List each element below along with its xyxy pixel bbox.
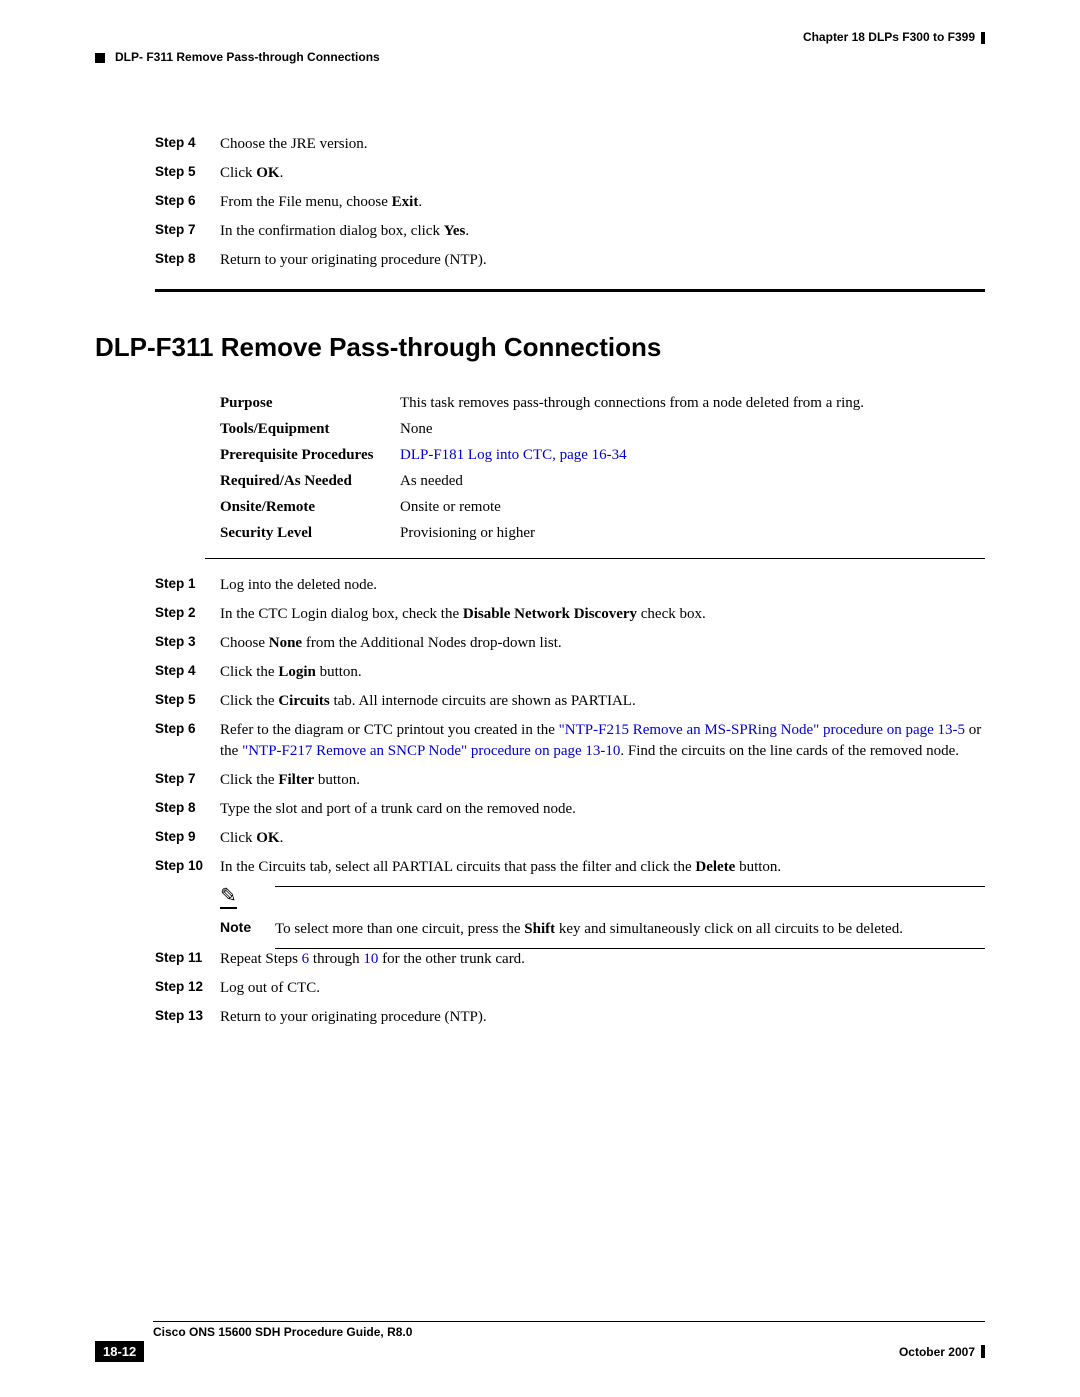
footer: Cisco ONS 15600 SDH Procedure Guide, R8.… — [95, 1321, 985, 1362]
step-text: Click the Filter button. — [220, 770, 985, 791]
step-text: Return to your originating procedure (NT… — [220, 1007, 985, 1028]
step-text: Choose the JRE version. — [220, 134, 985, 155]
top-steps: Step 4Choose the JRE version.Step 5Click… — [155, 134, 985, 271]
info-value: This task removes pass-through connectio… — [400, 393, 985, 414]
step-text: Type the slot and port of a trunk card o… — [220, 799, 985, 820]
step-row: Step 4Click the Login button. — [155, 662, 985, 683]
step-label: Step 1 — [155, 575, 220, 596]
footer-guide: Cisco ONS 15600 SDH Procedure Guide, R8.… — [153, 1325, 412, 1339]
step-label: Step 7 — [155, 770, 220, 791]
step-text: From the File menu, choose Exit. — [220, 192, 985, 213]
info-row: Security LevelProvisioning or higher — [220, 523, 985, 544]
step-label: Step 7 — [155, 221, 220, 242]
step-label: Step 8 — [155, 799, 220, 820]
step-row: Step 13Return to your originating proced… — [155, 1007, 985, 1028]
step-row: Step 11Repeat Steps 6 through 10 for the… — [155, 949, 985, 970]
step-row: Step 5Click the Circuits tab. All intern… — [155, 691, 985, 712]
step-label: Step 12 — [155, 978, 220, 999]
info-value: None — [400, 419, 985, 440]
step-text: Return to your originating procedure (NT… — [220, 250, 985, 271]
step-label: Step 6 — [155, 192, 220, 213]
step-text: In the CTC Login dialog box, check the D… — [220, 604, 985, 625]
info-table: PurposeThis task removes pass-through co… — [220, 393, 985, 544]
info-row: Required/As NeededAs needed — [220, 471, 985, 492]
divider-thin — [205, 558, 985, 559]
step-text: Click the Login button. — [220, 662, 985, 683]
info-value: Onsite or remote — [400, 497, 985, 518]
step-row: Step 10In the Circuits tab, select all P… — [155, 857, 985, 878]
step-row: Step 8Return to your originating procedu… — [155, 250, 985, 271]
step-row: Step 3Choose None from the Additional No… — [155, 633, 985, 654]
info-row: Prerequisite ProceduresDLP-F181 Log into… — [220, 445, 985, 466]
step-row: Step 12Log out of CTC. — [155, 978, 985, 999]
step-label: Step 4 — [155, 134, 220, 155]
note-text: To select more than one circuit, press t… — [275, 919, 985, 940]
footer-date: October 2007 — [899, 1345, 975, 1359]
divider-thick — [155, 289, 985, 292]
cross-ref-link[interactable]: DLP-F181 Log into CTC, page 16-34 — [400, 447, 627, 463]
step-row: Step 6From the File menu, choose Exit. — [155, 192, 985, 213]
step-text: Refer to the diagram or CTC printout you… — [220, 720, 985, 762]
cross-ref-link[interactable]: "NTP-F215 Remove an MS-SPRing Node" proc… — [559, 722, 965, 738]
info-label: Prerequisite Procedures — [220, 445, 400, 466]
step-text: Click OK. — [220, 828, 985, 849]
step-row: Step 8Type the slot and port of a trunk … — [155, 799, 985, 820]
step-label: Step 5 — [155, 163, 220, 184]
step-text: Log out of CTC. — [220, 978, 985, 999]
info-label: Onsite/Remote — [220, 497, 400, 518]
step-label: Step 13 — [155, 1007, 220, 1028]
step-text: Choose None from the Additional Nodes dr… — [220, 633, 985, 654]
step-label: Step 8 — [155, 250, 220, 271]
info-label: Tools/Equipment — [220, 419, 400, 440]
header-section: DLP- F311 Remove Pass-through Connection… — [95, 50, 985, 64]
info-value: DLP-F181 Log into CTC, page 16-34 — [400, 445, 985, 466]
info-value: Provisioning or higher — [400, 523, 985, 544]
step-label: Step 10 — [155, 857, 220, 878]
info-row: PurposeThis task removes pass-through co… — [220, 393, 985, 414]
section-title: DLP-F311 Remove Pass-through Connections — [95, 332, 985, 363]
step-label: Step 11 — [155, 949, 220, 970]
header-chapter: Chapter 18 DLPs F300 to F399 — [95, 30, 985, 44]
step-text: Click the Circuits tab. All internode ci… — [220, 691, 985, 712]
step-text: Repeat Steps 6 through 10 for the other … — [220, 949, 985, 970]
step-row: Step 1Log into the deleted node. — [155, 575, 985, 596]
step-text: Click OK. — [220, 163, 985, 184]
note-label: Note — [220, 919, 275, 940]
info-row: Tools/EquipmentNone — [220, 419, 985, 440]
step-row: Step 7Click the Filter button. — [155, 770, 985, 791]
info-value: As needed — [400, 471, 985, 492]
step-text: Log into the deleted node. — [220, 575, 985, 596]
step-label: Step 6 — [155, 720, 220, 762]
info-label: Required/As Needed — [220, 471, 400, 492]
note-icon: ✎ — [220, 886, 237, 909]
info-label: Security Level — [220, 523, 400, 544]
step-label: Step 9 — [155, 828, 220, 849]
step-row: Step 5Click OK. — [155, 163, 985, 184]
info-label: Purpose — [220, 393, 400, 414]
step-row: Step 4Choose the JRE version. — [155, 134, 985, 155]
step-row: Step 7In the confirmation dialog box, cl… — [155, 221, 985, 242]
step-row: Step 9Click OK. — [155, 828, 985, 849]
step-text: In the Circuits tab, select all PARTIAL … — [220, 857, 985, 878]
page-number: 18-12 — [95, 1341, 144, 1362]
cross-ref-link[interactable]: "NTP-F217 Remove an SNCP Node" procedure… — [242, 743, 620, 759]
step-row: Step 6Refer to the diagram or CTC printo… — [155, 720, 985, 762]
step-text: In the confirmation dialog box, click Ye… — [220, 221, 985, 242]
page: Chapter 18 DLPs F300 to F399 DLP- F311 R… — [0, 0, 1080, 1397]
step-label: Step 5 — [155, 691, 220, 712]
step-label: Step 2 — [155, 604, 220, 625]
info-row: Onsite/RemoteOnsite or remote — [220, 497, 985, 518]
step-label: Step 4 — [155, 662, 220, 683]
main-steps: Step 1Log into the deleted node.Step 2In… — [155, 575, 985, 1028]
step-row: Step 2In the CTC Login dialog box, check… — [155, 604, 985, 625]
cross-ref-link[interactable]: 10 — [363, 951, 378, 967]
step-label: Step 3 — [155, 633, 220, 654]
note-block: ✎ NoteTo select more than one circuit, pr… — [220, 886, 985, 949]
